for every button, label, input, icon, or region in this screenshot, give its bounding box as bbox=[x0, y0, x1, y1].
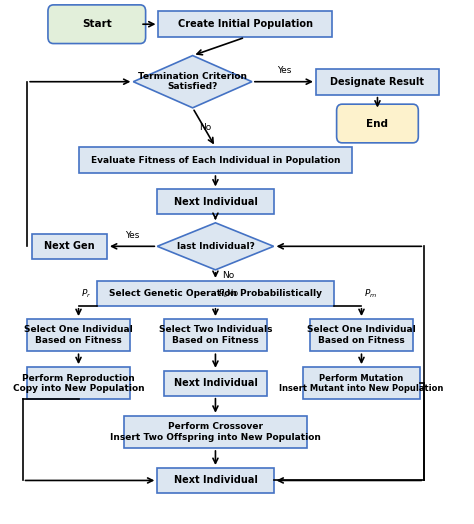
FancyBboxPatch shape bbox=[158, 11, 332, 37]
FancyBboxPatch shape bbox=[337, 104, 419, 143]
Text: Next Gen: Next Gen bbox=[44, 242, 95, 252]
Text: $P_m$: $P_m$ bbox=[364, 287, 377, 300]
Text: Select One Individual
Based on Fitness: Select One Individual Based on Fitness bbox=[24, 325, 133, 345]
Text: Next Individual: Next Individual bbox=[173, 197, 257, 207]
Text: Select Genetic Operation Probabilistically: Select Genetic Operation Probabilistical… bbox=[109, 289, 322, 298]
Polygon shape bbox=[157, 223, 273, 270]
Text: End: End bbox=[366, 118, 389, 128]
FancyBboxPatch shape bbox=[48, 5, 146, 43]
FancyBboxPatch shape bbox=[27, 367, 130, 399]
Text: $P_c$No: $P_c$No bbox=[218, 287, 239, 300]
FancyBboxPatch shape bbox=[32, 234, 107, 259]
Text: Select Two Individuals
Based on Fitness: Select Two Individuals Based on Fitness bbox=[159, 325, 272, 345]
FancyBboxPatch shape bbox=[157, 189, 273, 214]
Text: Termination Criterion
Satisfied?: Termination Criterion Satisfied? bbox=[138, 72, 247, 91]
FancyBboxPatch shape bbox=[97, 281, 334, 306]
Text: Perform Crossover
Insert Two Offspring into New Population: Perform Crossover Insert Two Offspring i… bbox=[110, 422, 321, 442]
Text: last Individual?: last Individual? bbox=[176, 242, 255, 251]
Text: Perform Reproduction
Copy into New Population: Perform Reproduction Copy into New Popul… bbox=[13, 374, 145, 393]
FancyBboxPatch shape bbox=[303, 367, 419, 399]
Polygon shape bbox=[133, 56, 252, 108]
Text: Select One Individual
Based on Fitness: Select One Individual Based on Fitness bbox=[307, 325, 416, 345]
FancyBboxPatch shape bbox=[164, 319, 267, 352]
Text: No: No bbox=[200, 123, 212, 132]
FancyBboxPatch shape bbox=[79, 147, 352, 173]
Text: Next Individual: Next Individual bbox=[173, 475, 257, 485]
Text: Designate Result: Designate Result bbox=[330, 77, 424, 86]
FancyBboxPatch shape bbox=[124, 416, 307, 448]
FancyBboxPatch shape bbox=[157, 468, 273, 493]
Text: Evaluate Fitness of Each Individual in Population: Evaluate Fitness of Each Individual in P… bbox=[91, 156, 340, 165]
FancyBboxPatch shape bbox=[164, 370, 267, 396]
FancyBboxPatch shape bbox=[316, 69, 439, 95]
Text: Yes: Yes bbox=[277, 67, 291, 75]
FancyBboxPatch shape bbox=[310, 319, 413, 352]
Text: Perform Mutation
Insert Mutant into New Population: Perform Mutation Insert Mutant into New … bbox=[279, 374, 444, 393]
Text: No: No bbox=[222, 271, 235, 280]
FancyBboxPatch shape bbox=[27, 319, 130, 352]
Text: Start: Start bbox=[82, 19, 112, 29]
Text: $P_r$: $P_r$ bbox=[81, 287, 91, 300]
Text: Next Individual: Next Individual bbox=[173, 378, 257, 388]
Text: Create Initial Population: Create Initial Population bbox=[178, 19, 313, 29]
Text: Yes: Yes bbox=[125, 231, 139, 240]
